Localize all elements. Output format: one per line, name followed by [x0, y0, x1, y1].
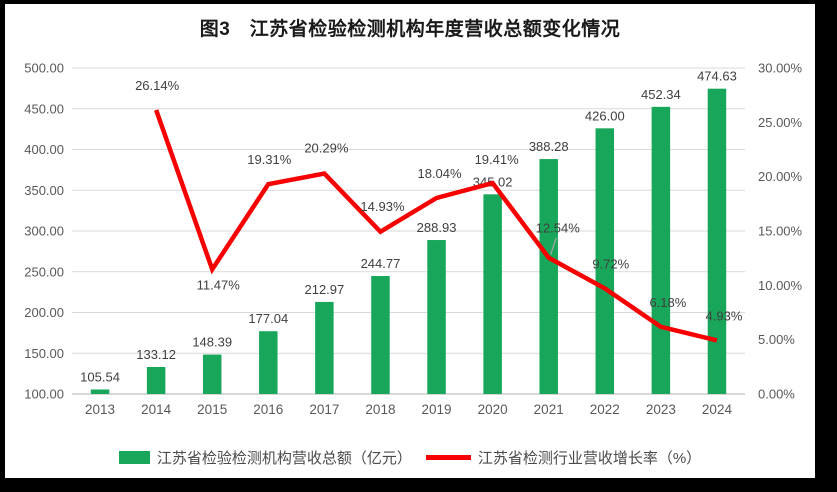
x-axis-label-2021: 2021: [534, 402, 564, 417]
x-axis-label-2018: 2018: [365, 402, 395, 417]
bar-label-2023: 452.34: [641, 87, 681, 102]
revenue-growth-chart: 100.00 150.00 200.00 250.00 300.00 350.00 400.…: [24, 61, 803, 418]
line-label-2018: 14.93%: [360, 199, 405, 214]
left-axis-tick-label: 150.00: [24, 346, 64, 361]
left-axis-tick-label: 350.00: [24, 183, 64, 198]
line-label-2022: 9.72%: [592, 256, 629, 271]
bar-2014: [146, 367, 166, 394]
x-axis-label-2019: 2019: [422, 402, 452, 417]
legend-growth-label: 江苏省检测行业营收增长率（%）: [477, 450, 702, 467]
x-axis-label-2014: 2014: [141, 402, 172, 417]
legend-item-growth: 江苏省检测行业营收增长率（%）: [425, 447, 702, 468]
line-label-2014: 26.14%: [135, 78, 180, 93]
line-label-2024: 4.93%: [706, 308, 743, 323]
right-axis-tick-label: 0.00%: [758, 387, 795, 402]
left-axis-tick-label: 100.00: [24, 387, 64, 402]
bar-label-2014: 133.12: [136, 347, 176, 362]
bar-2022: [595, 128, 615, 394]
x-axis-label-2016: 2016: [253, 402, 283, 417]
right-axis-tick-label: 15.00%: [758, 224, 803, 239]
line-label-2020: 19.41%: [475, 152, 520, 167]
bar-label-2013: 105.54: [80, 369, 120, 384]
bar-2016: [259, 331, 278, 394]
legend-bar-swatch-icon: [118, 451, 150, 464]
line-label-2016: 19.31%: [247, 152, 292, 167]
bar-2018: [371, 276, 390, 394]
bar-2013: [90, 389, 110, 394]
bar-label-2018: 244.77: [361, 256, 401, 271]
chart-title: 图3 江苏省检验检测机构年度营收总额变化情况: [199, 19, 621, 40]
bar-label-2022: 426.00: [585, 108, 625, 123]
line-label-2019: 18.04%: [417, 166, 462, 181]
x-axis-label-2023: 2023: [646, 402, 676, 417]
bar-label-2021: 388.28: [529, 139, 569, 154]
left-axis-tick-label: 400.00: [24, 142, 64, 157]
bar-2021: [539, 159, 558, 394]
bar-2023: [651, 106, 671, 395]
right-axis-tick-label: 25.00%: [758, 115, 803, 130]
line-label-2023: 6.18%: [649, 295, 686, 310]
bar-2020: [483, 194, 502, 394]
bar-2019: [427, 240, 446, 394]
line-label-2021: 12.54%: [536, 221, 581, 236]
left-axis-tick-label: 450.00: [24, 101, 64, 116]
growth-rate-line: [154, 109, 718, 343]
left-axis-tick-label: 500.00: [24, 61, 64, 76]
right-axis-tick-label: 20.00%: [758, 169, 803, 184]
x-axis-label-2017: 2017: [309, 402, 339, 417]
x-axis-label-2024: 2024: [702, 402, 733, 417]
x-axis-label-2015: 2015: [197, 402, 227, 417]
right-axis-tick-label: 5.00%: [758, 332, 795, 347]
legend-revenue-label: 江苏省检验检测机构营收总额（亿元）: [156, 450, 412, 467]
left-axis-tick-label: 300.00: [24, 224, 64, 239]
left-axis-tick-label: 250.00: [24, 264, 64, 279]
line-label-2015: 11.47%: [197, 277, 241, 292]
chart-panel: 100.00 150.00 200.00 250.00 300.00 350.00 400.…: [5, 4, 815, 478]
bar-label-2017: 212.97: [304, 282, 344, 297]
bar-label-2015: 148.39: [192, 335, 232, 350]
line-label-2017: 20.29%: [304, 141, 349, 156]
right-axis-tick-label: 10.00%: [758, 278, 803, 293]
x-axis-label-2013: 2013: [85, 402, 115, 417]
x-axis-label-2020: 2020: [478, 402, 508, 417]
right-axis-tick-label: 30.00%: [758, 61, 803, 76]
x-axis-label-2022: 2022: [590, 402, 620, 417]
label-leader-line: [550, 237, 557, 255]
bar-2017: [315, 301, 334, 394]
legend-line-swatch-icon: [425, 455, 471, 460]
bar-2015: [202, 354, 222, 394]
bar-label-2016: 177.04: [248, 311, 288, 326]
legend-item-revenue: 江苏省检验检测机构营收总额（亿元）: [118, 447, 412, 468]
left-axis-tick-label: 200.00: [24, 305, 64, 320]
chart-legend: 江苏省检验检测机构营收总额（亿元） 江苏省检测行业营收增长率（%）: [5, 447, 815, 468]
bar-label-2024: 474.63: [697, 69, 737, 84]
bar-label-2019: 288.93: [417, 220, 457, 235]
bar-2024: [707, 88, 727, 395]
